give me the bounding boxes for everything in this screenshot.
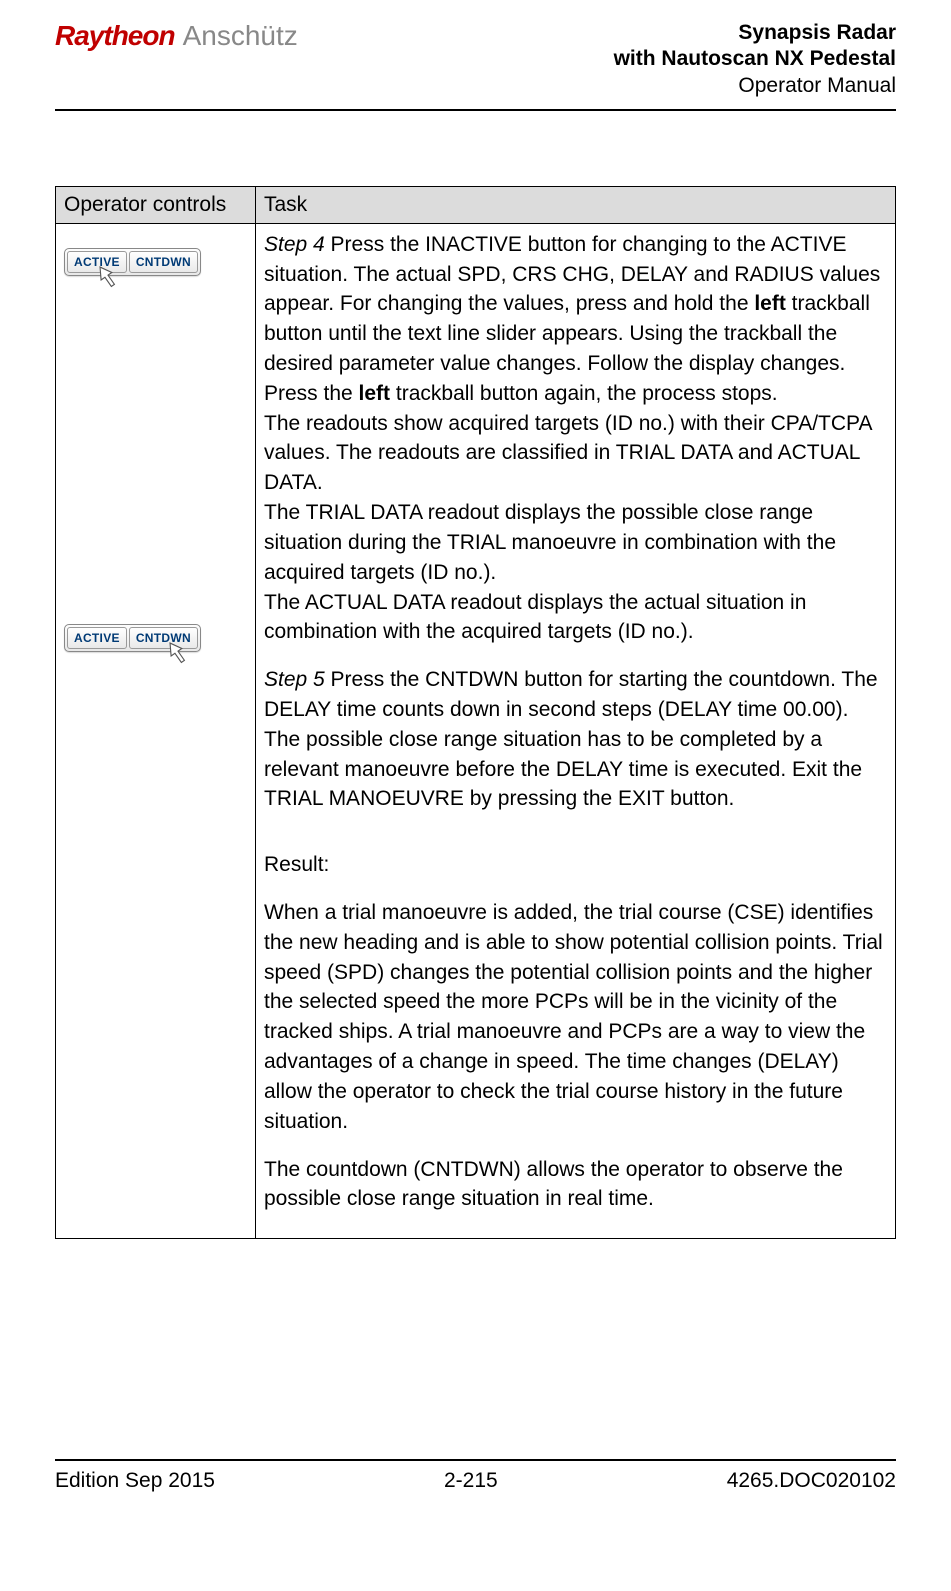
title-line-2: with Nautoscan NX Pedestal bbox=[614, 46, 896, 72]
column-header-task: Task bbox=[256, 186, 896, 223]
column-header-controls: Operator controls bbox=[56, 186, 256, 223]
footer-doc-number: 4265.DOC020102 bbox=[727, 1469, 896, 1493]
step4-paragraph: Step 4 Press the INACTIVE button for cha… bbox=[264, 230, 887, 647]
title-line-3: Operator Manual bbox=[614, 73, 896, 99]
cntdwn-button[interactable]: CNTDWN bbox=[129, 251, 198, 273]
step4-label: Step 4 bbox=[264, 233, 325, 256]
document-page: Raytheon Anschütz Synapsis Radar with Na… bbox=[0, 0, 951, 1523]
cursor-arrow-icon bbox=[163, 639, 191, 667]
result-label: Result: bbox=[264, 850, 887, 880]
result-paragraph-2: The countdown (CNTDWN) allows the operat… bbox=[264, 1155, 887, 1215]
active-cntdwn-button-group-step4: ACTIVE CNTDWN bbox=[64, 248, 201, 276]
step5-label: Step 5 bbox=[264, 668, 325, 691]
active-button[interactable]: ACTIVE bbox=[67, 627, 127, 649]
title-line-1: Synapsis Radar bbox=[614, 20, 896, 46]
page-footer: Edition Sep 2015 2-215 4265.DOC020102 bbox=[55, 1459, 896, 1493]
footer-page-number: 2-215 bbox=[444, 1469, 498, 1493]
operator-task-table: Operator controls Task ACTIVE CNTDWN ACT… bbox=[55, 186, 896, 1239]
active-cntdwn-button-group-step5: ACTIVE CNTDWN bbox=[64, 624, 201, 652]
document-title: Synapsis Radar with Nautoscan NX Pedesta… bbox=[614, 20, 896, 99]
task-description-cell: Step 4 Press the INACTIVE button for cha… bbox=[256, 223, 896, 1238]
raytheon-wordmark: Raytheon bbox=[55, 20, 175, 52]
operator-controls-cell: ACTIVE CNTDWN ACTIVE CNTDWN bbox=[56, 223, 256, 1238]
step5-paragraph: Step 5 Press the CNTDWN button for start… bbox=[264, 665, 887, 814]
brand-logo: Raytheon Anschütz bbox=[55, 20, 298, 52]
result-paragraph-1: When a trial manoeuvre is added, the tri… bbox=[264, 898, 887, 1137]
footer-edition: Edition Sep 2015 bbox=[55, 1469, 215, 1493]
anschutz-wordmark: Anschütz bbox=[183, 20, 298, 52]
cursor-arrow-icon bbox=[93, 263, 121, 291]
page-header: Raytheon Anschütz Synapsis Radar with Na… bbox=[55, 20, 896, 111]
